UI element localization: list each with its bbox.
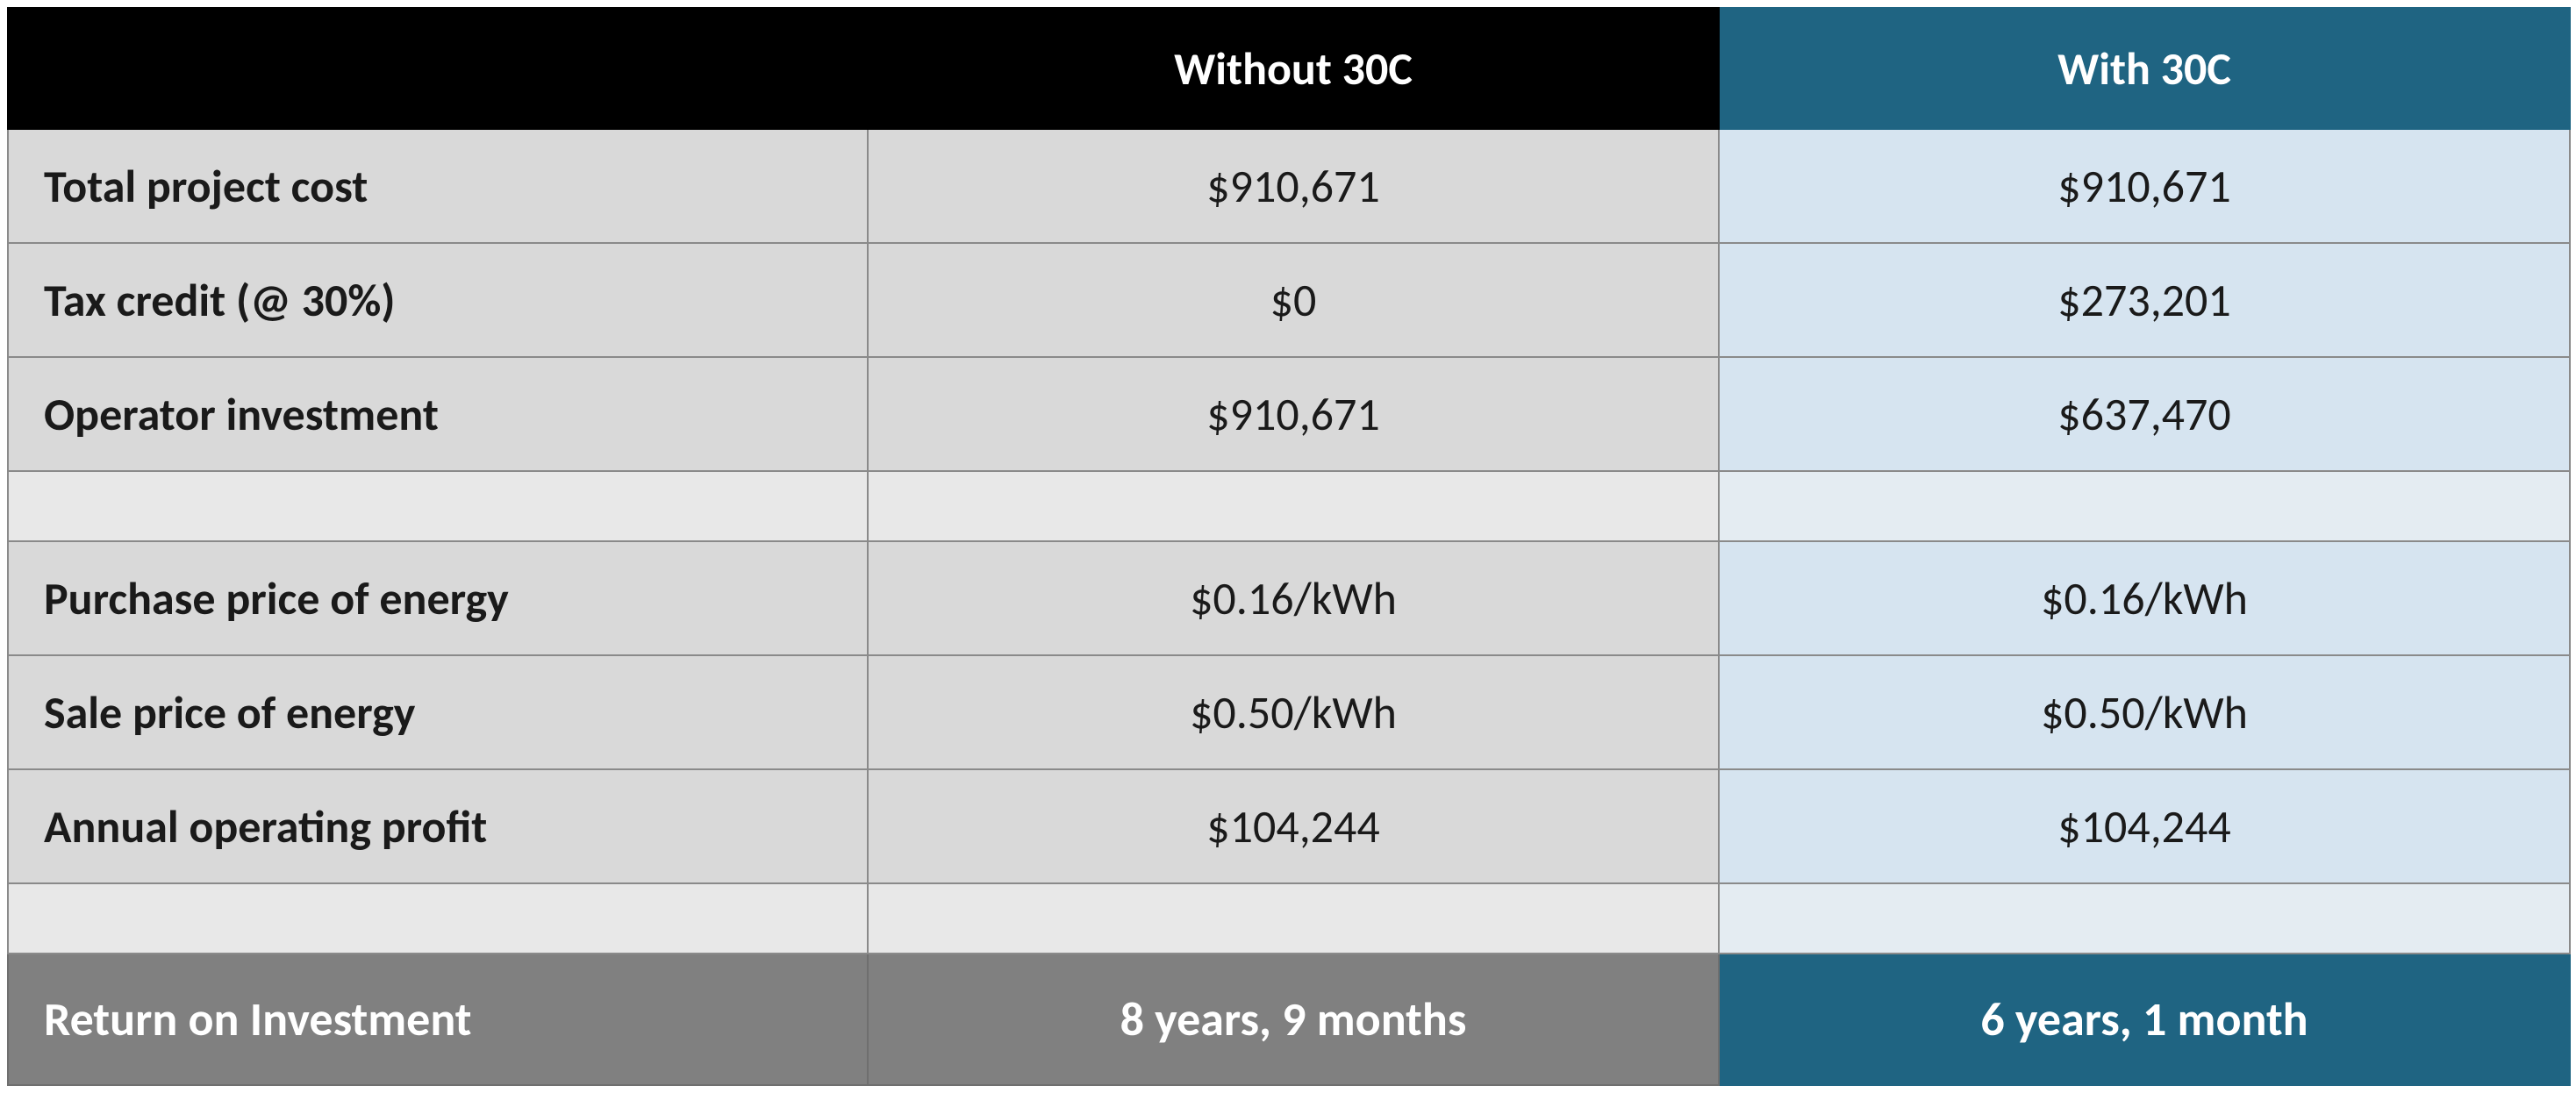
spacer-cell — [868, 883, 1719, 954]
row-value-with: $0.16/kWh — [1719, 541, 2570, 655]
spacer-cell — [868, 471, 1719, 541]
table-header-row: Without 30C With 30C — [8, 8, 2570, 129]
header-blank — [8, 8, 868, 129]
row-value-without: $910,671 — [868, 129, 1719, 243]
header-without-30c: Without 30C — [868, 8, 1719, 129]
row-label: Sale price of energy — [8, 655, 868, 769]
spacer-cell — [8, 471, 868, 541]
row-label: Annual operating profit — [8, 769, 868, 883]
footer-value-without: 8 years, 9 months — [868, 954, 1719, 1085]
table-spacer-row — [8, 883, 2570, 954]
footer-label: Return on Investment — [8, 954, 868, 1085]
row-value-without: $104,244 — [868, 769, 1719, 883]
row-value-with: $273,201 — [1719, 243, 2570, 357]
table-row: Total project cost $910,671 $910,671 — [8, 129, 2570, 243]
row-value-with: $0.50/kWh — [1719, 655, 2570, 769]
header-with-30c: With 30C — [1719, 8, 2570, 129]
table-spacer-row — [8, 471, 2570, 541]
table-row: Sale price of energy $0.50/kWh $0.50/kWh — [8, 655, 2570, 769]
spacer-cell — [1719, 883, 2570, 954]
spacer-cell — [1719, 471, 2570, 541]
row-value-with: $104,244 — [1719, 769, 2570, 883]
footer-value-with: 6 years, 1 month — [1719, 954, 2570, 1085]
table-row: Operator investment $910,671 $637,470 — [8, 357, 2570, 471]
table-footer-row: Return on Investment 8 years, 9 months 6… — [8, 954, 2570, 1085]
row-value-without: $0 — [868, 243, 1719, 357]
comparison-table-container: Without 30C With 30C Total project cost … — [0, 0, 2576, 1093]
row-value-without: $0.50/kWh — [868, 655, 1719, 769]
comparison-table: Without 30C With 30C Total project cost … — [7, 7, 2571, 1086]
row-label: Total project cost — [8, 129, 868, 243]
table-row: Tax credit (@ 30%) $0 $273,201 — [8, 243, 2570, 357]
row-value-without: $910,671 — [868, 357, 1719, 471]
spacer-cell — [8, 883, 868, 954]
row-label: Operator investment — [8, 357, 868, 471]
row-value-with: $910,671 — [1719, 129, 2570, 243]
table-row: Purchase price of energy $0.16/kWh $0.16… — [8, 541, 2570, 655]
row-label: Purchase price of energy — [8, 541, 868, 655]
row-value-with: $637,470 — [1719, 357, 2570, 471]
table-row: Annual operating profit $104,244 $104,24… — [8, 769, 2570, 883]
row-value-without: $0.16/kWh — [868, 541, 1719, 655]
row-label: Tax credit (@ 30%) — [8, 243, 868, 357]
